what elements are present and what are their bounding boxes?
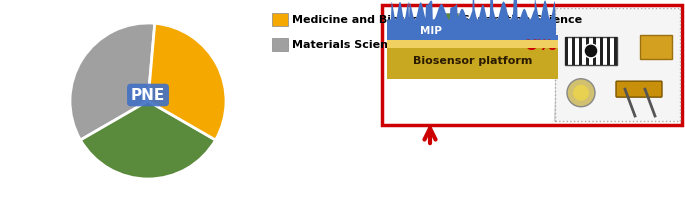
FancyBboxPatch shape bbox=[382, 5, 682, 125]
FancyBboxPatch shape bbox=[565, 37, 569, 65]
Text: Materials Science: Materials Science bbox=[292, 40, 402, 50]
FancyBboxPatch shape bbox=[586, 37, 589, 65]
FancyBboxPatch shape bbox=[272, 38, 288, 51]
Text: Medicine and Biotech: Medicine and Biotech bbox=[292, 15, 426, 25]
Wedge shape bbox=[80, 101, 216, 179]
FancyBboxPatch shape bbox=[272, 13, 288, 26]
FancyBboxPatch shape bbox=[387, 35, 558, 43]
Text: Biosensor platform: Biosensor platform bbox=[413, 56, 532, 66]
FancyBboxPatch shape bbox=[565, 37, 617, 65]
FancyBboxPatch shape bbox=[579, 37, 582, 65]
FancyBboxPatch shape bbox=[616, 81, 662, 97]
Circle shape bbox=[584, 44, 598, 58]
Text: 0%: 0% bbox=[524, 36, 557, 55]
FancyBboxPatch shape bbox=[599, 37, 603, 65]
FancyBboxPatch shape bbox=[443, 38, 455, 51]
FancyBboxPatch shape bbox=[607, 37, 610, 65]
FancyBboxPatch shape bbox=[614, 37, 617, 65]
Text: Biosensors: Biosensors bbox=[457, 40, 525, 50]
FancyBboxPatch shape bbox=[387, 37, 558, 79]
Circle shape bbox=[567, 79, 595, 107]
Polygon shape bbox=[387, 0, 556, 39]
Text: Separation Science: Separation Science bbox=[462, 15, 582, 25]
FancyBboxPatch shape bbox=[640, 35, 672, 59]
Text: MIP: MIP bbox=[420, 26, 442, 36]
Wedge shape bbox=[148, 23, 226, 140]
Text: PNE: PNE bbox=[131, 88, 165, 102]
FancyBboxPatch shape bbox=[572, 37, 575, 65]
Wedge shape bbox=[70, 23, 155, 140]
FancyBboxPatch shape bbox=[442, 13, 458, 26]
FancyBboxPatch shape bbox=[440, 35, 518, 54]
Circle shape bbox=[573, 85, 589, 101]
FancyBboxPatch shape bbox=[555, 8, 680, 121]
FancyBboxPatch shape bbox=[387, 40, 558, 48]
FancyBboxPatch shape bbox=[593, 37, 596, 65]
